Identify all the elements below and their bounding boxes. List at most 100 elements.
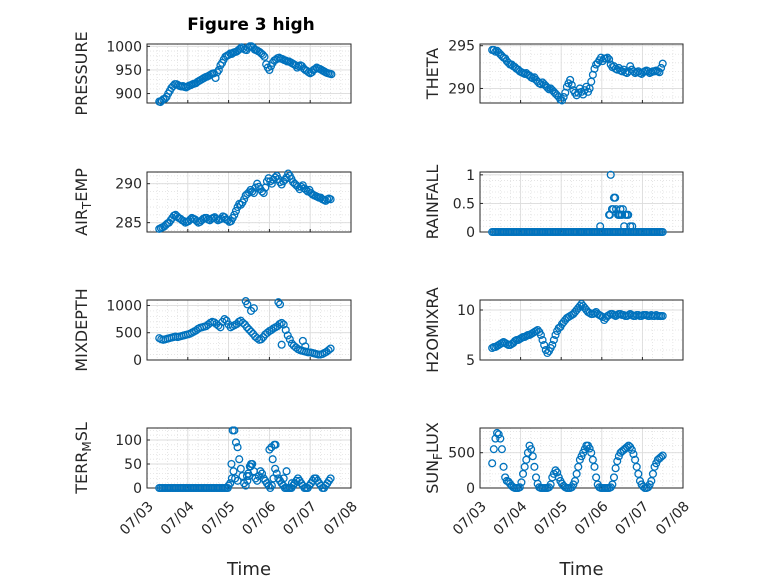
data-point	[249, 188, 258, 198]
data-point	[618, 210, 627, 219]
data-point	[257, 335, 266, 344]
y-axis-label-part: H2OMIXRA	[423, 287, 442, 373]
y-tick-label: 10	[457, 303, 475, 319]
y-axis-label: TERRMSL	[72, 422, 94, 495]
data-point	[224, 50, 233, 59]
data-point	[227, 459, 236, 469]
y-tick-label: 950	[115, 63, 142, 79]
data-point	[279, 320, 288, 329]
axes-box	[146, 171, 352, 233]
data-point	[258, 50, 267, 59]
data-point	[605, 55, 614, 64]
data-point	[272, 469, 281, 478]
data-point	[230, 426, 239, 435]
data-point	[540, 340, 549, 350]
data-point	[258, 469, 267, 478]
data-point	[259, 188, 268, 198]
data-point	[242, 323, 252, 332]
data-point	[326, 474, 335, 483]
y-tick-label: 5	[466, 353, 475, 369]
y-axis-label: PRESSURE	[72, 31, 91, 115]
data-point	[275, 300, 285, 309]
y-tick-label: 0	[466, 481, 475, 497]
data-point	[268, 455, 277, 464]
data-point	[231, 438, 240, 447]
panel-mid-left: 285 290 AIRTEMP	[72, 168, 352, 236]
y-axis-label-part: EMP	[72, 168, 91, 202]
data-point	[246, 459, 256, 469]
data-point	[233, 476, 242, 485]
data-point	[222, 316, 231, 325]
data-point	[494, 430, 503, 439]
y-axis-label: THETA	[423, 48, 442, 100]
data-point	[214, 65, 223, 75]
panel-mid-right: 0 0.5 1 RAINFALL	[423, 165, 684, 241]
data-point	[271, 464, 280, 473]
data-point	[282, 467, 291, 476]
data-point	[606, 170, 615, 179]
data-point	[285, 335, 294, 344]
y-tick-label: 0	[133, 481, 142, 497]
y-axis-label-part: SUN	[423, 460, 442, 494]
axes-box	[146, 427, 352, 489]
data-point	[566, 75, 575, 84]
y-axis-label-part: THETA	[423, 48, 442, 100]
data-point	[613, 457, 622, 466]
data-point	[553, 468, 562, 477]
y-axis-label: AIRTEMP	[72, 168, 94, 236]
data-point	[230, 210, 239, 219]
y-axis-label-part: TERR	[72, 452, 91, 495]
y-axis-label-part: AIR	[72, 209, 91, 236]
data-point	[231, 474, 240, 483]
data-point	[267, 481, 276, 490]
y-tick-label: 100	[115, 433, 142, 449]
data-point	[233, 443, 242, 452]
data-point	[551, 330, 560, 340]
y-axis-label-part: LUX	[423, 422, 442, 453]
data-point	[657, 452, 666, 461]
y-tick-label: 1000	[106, 298, 142, 314]
data-point	[249, 304, 258, 313]
data-point	[287, 479, 296, 488]
y-tick-label: 290	[115, 177, 142, 193]
data-point	[327, 70, 336, 79]
data-point	[271, 440, 280, 449]
data-point	[530, 462, 539, 471]
data-point	[220, 315, 229, 324]
data-point	[536, 80, 545, 89]
panel-top-right: 290 295 THETA	[423, 39, 684, 105]
data-point	[575, 301, 584, 311]
y-tick-label: 500	[115, 326, 142, 342]
data-point	[538, 335, 547, 345]
data-point	[624, 210, 633, 219]
data-point	[265, 65, 274, 75]
y-axis-label-part: MIXDEPTH	[72, 288, 91, 371]
data-point	[265, 445, 274, 454]
data-point	[603, 53, 612, 62]
data-point	[657, 63, 666, 72]
data-point	[559, 92, 568, 102]
data-point	[241, 481, 250, 490]
data-point	[658, 59, 667, 68]
data-point	[611, 193, 620, 202]
y-axis-label-subscript: M	[80, 441, 94, 451]
data-point	[627, 445, 636, 454]
data-point	[326, 344, 335, 353]
data-point	[251, 183, 260, 192]
figure-title: Figure 3 high	[187, 15, 315, 35]
data-point	[279, 474, 288, 483]
y-tick-label: 0.5	[453, 196, 475, 212]
data-point	[246, 327, 256, 336]
data-point	[655, 68, 664, 77]
data-point	[628, 222, 637, 231]
data-point	[283, 331, 292, 340]
y-tick-label: 0	[133, 353, 142, 369]
y-tick-label: 0	[466, 225, 475, 241]
y-axis-label: SUNFLUX	[423, 422, 445, 494]
y-tick-label: 290	[448, 81, 475, 97]
data-point	[596, 222, 605, 231]
data-point	[616, 205, 625, 214]
x-axis-label: Time	[558, 559, 603, 580]
data-point	[244, 325, 254, 334]
